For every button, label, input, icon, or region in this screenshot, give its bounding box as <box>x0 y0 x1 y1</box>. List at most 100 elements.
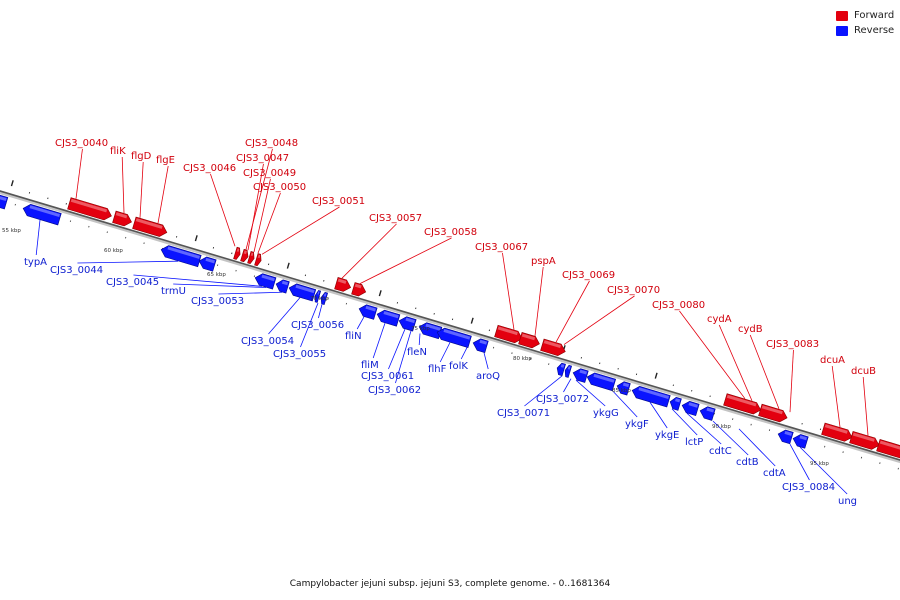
gene-label[interactable]: CJS3_0084 <box>782 482 835 493</box>
gene-label[interactable]: CJS3_0046 <box>183 163 236 174</box>
gene-label[interactable]: CJS3_0049 <box>243 168 296 179</box>
gene-shape <box>67 197 112 221</box>
scale-label: 65 kbp <box>207 272 226 278</box>
gene-label[interactable]: CJS3_0080 <box>652 300 705 311</box>
gene-label[interactable]: CJS3_0050 <box>253 182 306 193</box>
gene-label[interactable]: fliK <box>110 146 126 157</box>
gene-label[interactable]: CJS3_0072 <box>536 394 589 405</box>
legend-forward: Forward <box>836 8 894 23</box>
gene-arrow-rev-24[interactable] <box>776 428 794 445</box>
gene-arrow-fwd-3[interactable] <box>233 246 242 260</box>
gene-label[interactable]: CJS3_0067 <box>475 242 528 253</box>
gene-label[interactable]: lctP <box>685 437 703 448</box>
gene-label[interactable]: CJS3_0055 <box>273 349 326 360</box>
gene-label[interactable]: cdtC <box>709 446 732 457</box>
gene-arrow-fwd-0[interactable] <box>67 197 114 222</box>
gene-arrow-fwd-2[interactable] <box>132 216 169 238</box>
gene-label[interactable]: ung <box>838 496 857 507</box>
gene-arrow-rev-15[interactable] <box>555 362 566 377</box>
gene-label[interactable]: fliN <box>345 331 362 342</box>
gene-arrow-fwd-4[interactable] <box>240 248 250 263</box>
gene-label[interactable]: flhF <box>428 364 447 375</box>
gene-label[interactable]: pspA <box>531 256 556 267</box>
gene-arrow-rev-5[interactable] <box>274 278 290 294</box>
gene-arrow-rev-23[interactable] <box>698 405 716 421</box>
gene-label[interactable]: CJS3_0045 <box>106 277 159 288</box>
gene-arrow-fwd-11[interactable] <box>540 338 567 357</box>
gene-arrow-rev-25[interactable] <box>791 433 809 449</box>
gene-label[interactable]: CJS3_0051 <box>312 196 365 207</box>
gene-label[interactable]: CJS3_0069 <box>562 270 615 281</box>
gene-arrow-fwd-10[interactable] <box>518 332 542 349</box>
gene-arrow-fwd-16[interactable] <box>876 439 900 460</box>
gene-arrow-rev-19[interactable] <box>615 380 631 396</box>
gene-label[interactable]: folK <box>449 361 468 372</box>
gene-arrow-rev-22[interactable] <box>680 400 700 417</box>
gene-arrow-rev-8[interactable] <box>319 291 329 305</box>
gene-label[interactable]: typA <box>24 257 47 268</box>
gene-label[interactable]: CJS3_0070 <box>607 285 660 296</box>
gene-arrow-rev-17[interactable] <box>571 367 589 383</box>
gene-label[interactable]: CJS3_0056 <box>291 320 344 331</box>
gene-label[interactable]: cdtA <box>763 468 786 479</box>
gene-label[interactable]: ykgG <box>593 408 619 419</box>
gene-arrow-rev-18[interactable] <box>585 371 617 392</box>
gene-arrow-fwd-13[interactable] <box>758 403 789 424</box>
gene-highlight <box>824 424 848 434</box>
gene-arrow-rev-1[interactable] <box>21 203 62 226</box>
gene-arrow-rev-7[interactable] <box>313 290 322 303</box>
gene-label[interactable]: aroQ <box>476 371 500 382</box>
gene-label[interactable]: ykgE <box>655 430 679 441</box>
gene-arrow-rev-4[interactable] <box>253 272 277 290</box>
gene-label[interactable]: cdtB <box>736 457 759 468</box>
gene-label[interactable]: CJS3_0040 <box>55 138 108 149</box>
gene-label[interactable]: CJS3_0048 <box>245 138 298 149</box>
gene-arrow-fwd-15[interactable] <box>849 430 881 451</box>
gene-label[interactable]: cydB <box>738 324 763 335</box>
gene-label[interactable]: flgE <box>156 155 175 166</box>
gene-arrow-rev-13[interactable] <box>435 326 472 348</box>
gene-label[interactable]: CJS3_0054 <box>241 336 294 347</box>
gene-arrow-rev-6[interactable] <box>287 282 317 302</box>
gene-label[interactable]: trmU <box>161 286 186 297</box>
gene-label[interactable]: ykgF <box>625 419 649 430</box>
gene-arrow-rev-10[interactable] <box>375 308 401 327</box>
gene-label[interactable]: CJS3_0044 <box>50 265 103 276</box>
gene-label[interactable]: dcuB <box>851 366 876 377</box>
leader-line <box>686 413 722 445</box>
leader-line <box>831 365 841 428</box>
gene-arrow-rev-3[interactable] <box>197 255 217 272</box>
gene-arrow-rev-14[interactable] <box>471 337 489 353</box>
gene-label[interactable]: dcuA <box>820 355 845 366</box>
gene-label[interactable]: flgD <box>131 151 152 162</box>
gene-arrow-fwd-6[interactable] <box>254 253 263 267</box>
gene-label[interactable]: cydA <box>707 314 732 325</box>
gene-label[interactable]: CJS3_0083 <box>766 339 819 350</box>
gene-arrow-fwd-9[interactable] <box>494 324 524 344</box>
gene-arrow-rev-12[interactable] <box>417 321 443 340</box>
gene-arrow-fwd-8[interactable] <box>351 282 368 297</box>
gene-arrow-fwd-12[interactable] <box>723 393 763 416</box>
leader-line <box>789 443 810 481</box>
gene-label[interactable]: CJS3_0061 <box>361 371 414 382</box>
gene-arrow-fwd-1[interactable] <box>112 210 134 228</box>
gene-label[interactable]: fliM <box>361 360 379 371</box>
gene-arrow-rev-11[interactable] <box>397 315 417 332</box>
gene-label[interactable]: CJS3_0071 <box>497 408 550 419</box>
gene-label[interactable]: CJS3_0053 <box>191 296 244 307</box>
gene-arrow-rev-2[interactable] <box>159 244 202 268</box>
gene-arrow-rev-9[interactable] <box>357 303 378 320</box>
gene-arrow-fwd-7[interactable] <box>334 277 353 293</box>
gene-arrow-rev-0[interactable] <box>0 191 9 210</box>
gene-label[interactable]: CJS3_0047 <box>236 153 289 164</box>
gene-arrow-rev-21[interactable] <box>668 396 682 411</box>
gene-arrow-fwd-5[interactable] <box>247 251 256 265</box>
gene-shape <box>376 309 401 327</box>
gene-arrow-rev-16[interactable] <box>563 364 573 378</box>
gene-label[interactable]: fleN <box>407 347 427 358</box>
gene-label[interactable]: CJS3_0057 <box>369 213 422 224</box>
gene-arrow-rev-20[interactable] <box>630 385 671 408</box>
gene-label[interactable]: CJS3_0062 <box>368 385 421 396</box>
gene-label[interactable]: CJS3_0058 <box>424 227 477 238</box>
gene-arrow-fwd-14[interactable] <box>821 422 854 443</box>
